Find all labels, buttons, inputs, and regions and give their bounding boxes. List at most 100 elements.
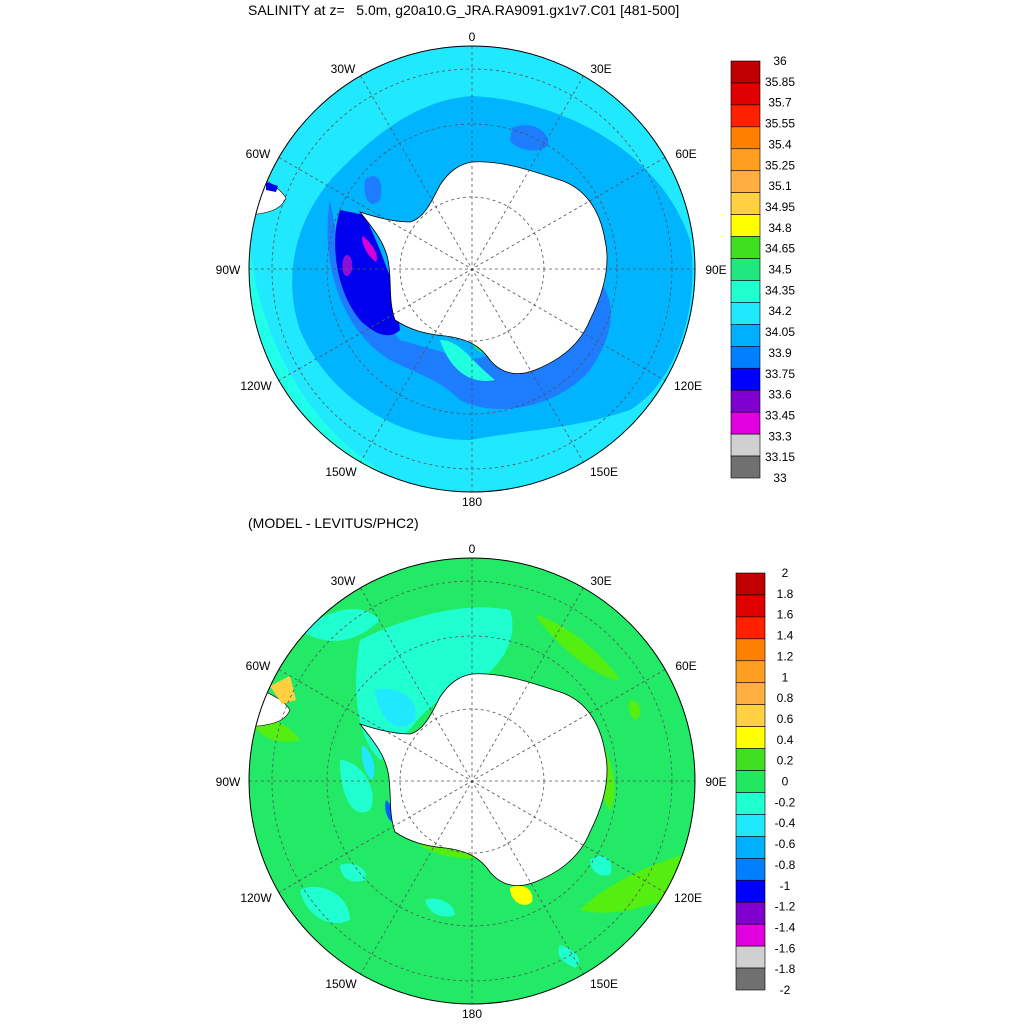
bottom-lon-label-90w: 90W	[216, 775, 241, 789]
bottom-diff-patch-peninsula	[361, 745, 375, 780]
bottom-colorbar-swatch	[735, 945, 766, 969]
bottom-lon-label-90e: 90E	[705, 775, 726, 789]
top-colorbar-tick-label: 34.5	[768, 263, 792, 277]
top-salinity-field-33-45	[362, 236, 377, 262]
top-map-title: SALINITY at z= 5.0m, g20a10.G_JRA.RA9091…	[248, 2, 680, 18]
bottom-colorbar-tick-label: 1.2	[777, 649, 794, 663]
bottom-lon-label-120w: 120W	[240, 891, 272, 905]
bottom-colorbar-swatch	[735, 660, 766, 684]
bottom-colorbar-tick-label: -1	[780, 879, 791, 893]
bottom-colorbar-swatch	[735, 879, 766, 903]
top-colorbar-swatch	[730, 214, 761, 237]
top-colorbar-swatch	[730, 104, 761, 128]
top-salinity-patch-east	[510, 125, 549, 151]
bottom-lon-label-60w: 60W	[246, 659, 271, 673]
bottom-colorbar-swatch	[735, 901, 766, 925]
bottom-colorbar-tick-label: 0	[782, 775, 789, 789]
top-colorbar-swatch	[730, 60, 761, 84]
bottom-diff-patch-tasman	[558, 945, 580, 968]
top-colorbar-tick-label: 33.15	[765, 450, 795, 464]
bottom-colorbar-tick-label: 1.6	[777, 608, 794, 622]
bottom-colorbar-swatch	[735, 923, 766, 947]
top-colorbar-swatch	[730, 82, 761, 106]
bottom-lon-label-150e: 150E	[590, 977, 618, 991]
top-colorbar-swatch	[730, 280, 761, 303]
bottom-colorbar-swatch	[735, 814, 766, 837]
bottom-lon-label-180: 180	[462, 1007, 482, 1021]
bottom-colorbar-swatch	[735, 748, 766, 771]
bottom-diff-patch-bellingshausen	[340, 760, 373, 813]
top-colorbar-tick-label: 35.7	[768, 96, 792, 110]
top-colorbar-tick-label: 35.55	[765, 117, 795, 131]
bottom-colorbar-swatch	[735, 770, 766, 793]
top-lon-label-120e: 120E	[674, 379, 702, 393]
top-salinity-field-33-6	[342, 255, 353, 277]
bottom-colorbar-swatch	[735, 594, 766, 618]
top-colorbar-tick-label: 33.6	[768, 388, 792, 402]
top-map-border	[248, 45, 696, 493]
top-colorbar-swatch	[730, 236, 761, 259]
bottom-colorbar-swatch	[735, 572, 766, 596]
top-colorbar-swatch	[730, 170, 761, 193]
top-colorbar-swatch	[730, 324, 761, 347]
bottom-lon-label-30e: 30E	[590, 574, 611, 588]
top-colorbar-tick-label: 33.45	[765, 408, 795, 422]
top-colorbar-tick-label: 34.05	[765, 325, 795, 339]
bottom-diff-field-0-2-east	[535, 615, 620, 680]
top-colorbar-swatch	[730, 148, 761, 172]
top-colorbar-swatch	[730, 389, 761, 413]
top-colorbar-tick-label: 35.25	[765, 158, 795, 172]
top-colorbar-tick-label: 33.9	[768, 346, 792, 360]
bottom-diff-patch-south-pacific	[425, 898, 455, 917]
bottom-colorbar-tick-label: -1.6	[775, 941, 796, 955]
top-colorbar-swatch	[730, 258, 761, 281]
top-lon-label-180: 180	[462, 495, 482, 509]
top-colorbar-tick-label: 34.95	[765, 200, 795, 214]
top-colorbar-tick-label: 33	[773, 471, 787, 485]
bottom-map-border	[248, 557, 696, 1005]
top-lon-label-150e: 150E	[590, 465, 618, 479]
bottom-map-title: (MODEL - LEVITUS/PHC2)	[248, 515, 419, 531]
top-colorbar-swatch	[730, 192, 761, 215]
bottom-colorbar-swatch	[735, 792, 766, 815]
bottom-colorbar: 2 1.8 1.6 1.4 1.2 1 0.8 0.6 0.4 0.2 0 -0.2 -0.4 -0.6 -…	[735, 566, 796, 997]
top-salinity-ross-cyan	[440, 340, 495, 381]
top-lon-label-30w: 30W	[331, 62, 356, 76]
bottom-colorbar-tick-label: 1.8	[777, 587, 794, 601]
bottom-colorbar-tick-label: -2	[780, 983, 791, 997]
bottom-colorbar-tick-label: -1.2	[775, 900, 796, 914]
top-salinity-chile-coast	[266, 182, 278, 192]
bottom-colorbar-tick-label: -1.4	[775, 920, 796, 934]
bottom-lon-label-0: 0	[469, 542, 476, 556]
bottom-colorbar-tick-label: -0.6	[775, 837, 796, 851]
top-colorbar-swatch	[730, 302, 761, 325]
bottom-lon-label-120e: 120E	[674, 891, 702, 905]
bottom-diff-field-0-6	[510, 885, 533, 905]
bottom-polar-map: 0 30E 60E 90E 120E 150E 180 150W 120W 90…	[216, 542, 727, 1021]
bottom-diff-patch-southatl	[300, 609, 380, 641]
top-lon-label-60w: 60W	[246, 147, 271, 161]
top-colorbar-tick-label: 36	[773, 54, 787, 68]
top-longitude-labels: 0 30E 60E 90E 120E 150E 180 150W 120W 90…	[216, 30, 727, 509]
top-lon-label-0: 0	[469, 30, 476, 44]
top-colorbar-swatch	[730, 367, 761, 391]
top-colorbar: 36 35.85 35.7 35.55 35.4 35.25 35.1 34.95 34.8 34…	[730, 54, 795, 485]
bottom-colorbar-swatch	[735, 638, 766, 662]
bottom-graticule	[249, 558, 695, 1004]
top-lon-label-90e: 90E	[705, 263, 726, 277]
bottom-lon-label-60e: 60E	[675, 659, 696, 673]
bottom-longitude-labels: 0 30E 60E 90E 120E 150E 180 150W 120W 90…	[216, 542, 727, 1021]
bottom-diff-field-chile-positive	[270, 676, 296, 704]
bottom-diff-patch-east	[590, 855, 612, 876]
top-colorbar-tick-label: 35.4	[768, 137, 792, 151]
bottom-colorbar-swatch	[735, 836, 766, 859]
bottom-colorbar-tick-label: 1	[782, 670, 789, 684]
top-graticule	[249, 46, 695, 492]
bottom-colorbar-swatch	[735, 726, 766, 749]
bottom-diff-patch-pacific-small	[340, 863, 366, 882]
top-colorbar-tick-label: 34.35	[765, 283, 795, 297]
top-lon-label-90w: 90W	[216, 263, 241, 277]
bottom-colorbar-tick-label: -0.4	[775, 816, 796, 830]
bottom-colorbar-swatch	[735, 967, 766, 991]
bottom-diff-field-neg-0-4	[375, 688, 416, 727]
